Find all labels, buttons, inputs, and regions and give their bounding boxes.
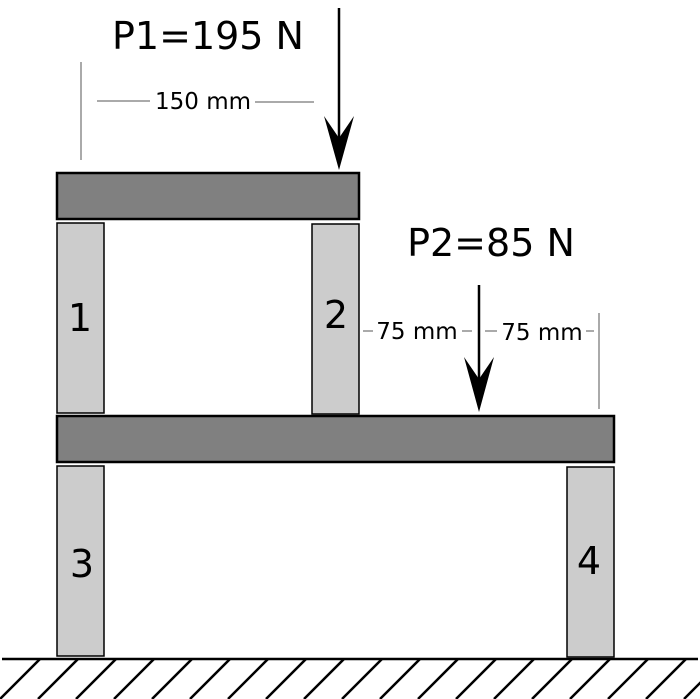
- post-4: [566, 466, 615, 658]
- post-label-1: 1: [68, 296, 92, 340]
- post-3: [56, 465, 105, 657]
- load-label-p1: P1=195 N: [112, 14, 304, 58]
- post-2: [311, 223, 360, 415]
- bottom-beam: [55, 414, 616, 464]
- dimension-label-150: 150 mm: [155, 89, 251, 115]
- ground-hatching: [0, 660, 700, 699]
- load-label-p2: P2=85 N: [407, 221, 575, 265]
- top-beam: [55, 171, 361, 221]
- dimension-label-75-left: 75 mm: [376, 319, 457, 345]
- post-1: [56, 222, 105, 414]
- post-label-3: 3: [70, 542, 94, 586]
- load-arrow-p2: [464, 285, 494, 412]
- post-label-4: 4: [577, 539, 601, 583]
- post-label-2: 2: [324, 293, 348, 337]
- load-arrow-p1: [324, 8, 354, 170]
- dimension-label-75-right: 75 mm: [501, 320, 582, 346]
